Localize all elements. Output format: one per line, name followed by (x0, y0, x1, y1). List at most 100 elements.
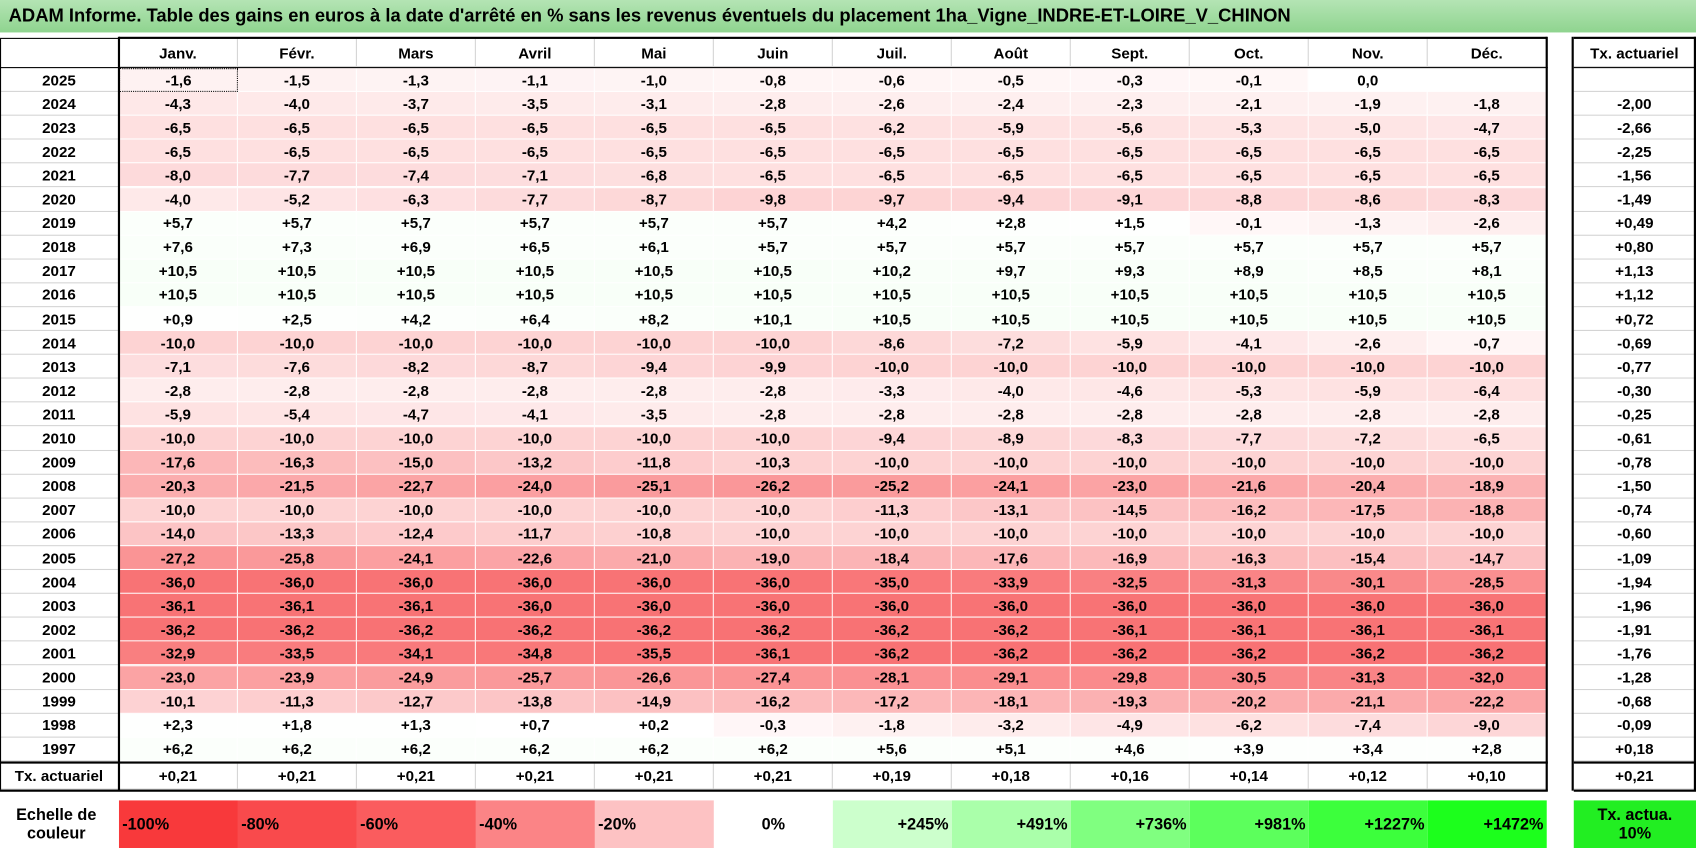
total-cell: +0,16 (1070, 763, 1190, 790)
value-cell: +10,2 (832, 259, 952, 284)
value-cell: -36,1 (118, 594, 238, 618)
value-cell: -6,5 (1308, 139, 1428, 164)
scale-swatch: -100% (118, 800, 238, 848)
value-cell: -6,5 (713, 139, 833, 164)
value-cell: +9,7 (951, 259, 1071, 284)
value-cell: -13,1 (951, 498, 1071, 523)
tx-cell: +1,12 (1573, 283, 1696, 308)
value-cell: -6,5 (356, 115, 476, 140)
scale-swatch: +736% (1070, 800, 1190, 848)
total-cell: +0,10 (1427, 763, 1547, 790)
year-label: 2016 (0, 283, 119, 308)
value-cell: -10,0 (1308, 354, 1428, 379)
border (0, 761, 1548, 764)
value-cell: +5,7 (832, 235, 952, 260)
value-cell: -23,0 (118, 665, 238, 690)
tx-cell: +0,80 (1573, 235, 1696, 260)
value-cell: -10,0 (713, 331, 833, 355)
scale-tx: Tx. actua. 10% (1573, 800, 1696, 848)
value-cell: -4,3 (118, 92, 238, 116)
value-cell: -2,4 (951, 92, 1071, 116)
value-cell: -31,3 (1189, 570, 1309, 595)
tx-cell: +0,18 (1573, 737, 1696, 762)
year-label: 2014 (0, 331, 119, 355)
value-cell: -36,1 (1308, 617, 1428, 642)
value-cell: +10,1 (713, 307, 833, 332)
value-cell: +10,5 (237, 283, 357, 308)
value-cell: -10,0 (118, 331, 238, 355)
year-label: 2023 (0, 115, 119, 140)
value-cell: -6,5 (1427, 426, 1547, 451)
value-cell: -3,7 (356, 92, 476, 116)
value-cell: -36,0 (356, 570, 476, 595)
border (0, 67, 1548, 69)
value-cell: -7,6 (237, 354, 357, 379)
value-cell: -4,1 (475, 402, 595, 427)
value-cell: -36,0 (237, 570, 357, 595)
value-cell: +5,7 (237, 211, 357, 236)
value-cell: -13,3 (237, 522, 357, 547)
month-header: Août (951, 38, 1071, 68)
year-label: 2001 (0, 641, 119, 666)
value-cell: +10,5 (475, 259, 595, 284)
value-cell: -3,1 (594, 92, 714, 116)
value-cell: -0,7 (1427, 331, 1547, 355)
value-cell: -6,5 (356, 139, 476, 164)
value-cell: -10,0 (713, 498, 833, 523)
year-label: 1998 (0, 713, 119, 738)
scale-swatch: +491% (951, 800, 1071, 848)
value-cell: -14,0 (118, 522, 238, 547)
value-cell: -10,0 (1308, 450, 1428, 475)
value-cell: -8,9 (951, 426, 1071, 451)
value-cell: -23,9 (237, 665, 357, 690)
value-cell: -3,3 (832, 378, 952, 403)
value-cell: -1,3 (356, 68, 476, 93)
value-cell: -36,1 (1070, 617, 1190, 642)
value-cell: -7,1 (475, 163, 595, 188)
month-header: Mai (594, 38, 714, 68)
value-cell: -36,0 (951, 594, 1071, 618)
value-cell: -34,8 (475, 641, 595, 666)
year-label: 2012 (0, 378, 119, 403)
total-cell: +0,21 (237, 763, 357, 790)
value-cell: -6,5 (1070, 163, 1190, 188)
year-label: 2024 (0, 92, 119, 116)
value-cell: -33,5 (237, 641, 357, 666)
border (0, 37, 119, 39)
value-cell: -20,2 (1189, 689, 1309, 714)
value-cell: -1,1 (475, 68, 595, 93)
border (1573, 789, 1696, 792)
value-cell: -10,0 (1308, 522, 1428, 547)
value-cell: -5,3 (1189, 115, 1309, 140)
value-cell: -7,7 (237, 163, 357, 188)
value-cell: -10,0 (237, 331, 357, 355)
tx-cell: -0,61 (1573, 426, 1696, 451)
year-label: 2011 (0, 402, 119, 427)
scale-swatch: 0% (713, 800, 833, 848)
value-cell: -36,2 (832, 641, 952, 666)
value-cell: -10,0 (1427, 450, 1547, 475)
value-cell: -36,0 (1308, 594, 1428, 618)
value-cell: +0,2 (594, 713, 714, 738)
value-cell: -36,2 (951, 641, 1071, 666)
value-cell: -2,8 (1070, 402, 1190, 427)
value-cell: -3,5 (594, 402, 714, 427)
value-cell: -11,7 (475, 522, 595, 547)
tx-cell: -1,56 (1573, 163, 1696, 188)
value-cell: +2,8 (1427, 737, 1547, 762)
value-cell: -36,0 (832, 594, 952, 618)
value-cell: +5,7 (1427, 235, 1547, 260)
value-cell: -21,5 (237, 474, 357, 499)
value-cell: -16,9 (1070, 546, 1190, 571)
tx-cell: -0,77 (1573, 354, 1696, 379)
value-cell: +10,5 (237, 259, 357, 284)
scale-swatch: -60% (356, 800, 476, 848)
tx-cell: -1,94 (1573, 570, 1696, 595)
value-cell: +10,5 (713, 283, 833, 308)
value-cell: -36,2 (951, 617, 1071, 642)
value-cell: -18,9 (1427, 474, 1547, 499)
value-cell: -10,0 (356, 426, 476, 451)
value-cell: -9,8 (713, 187, 833, 212)
value-cell: +2,8 (951, 211, 1071, 236)
value-cell: -15,0 (356, 450, 476, 475)
